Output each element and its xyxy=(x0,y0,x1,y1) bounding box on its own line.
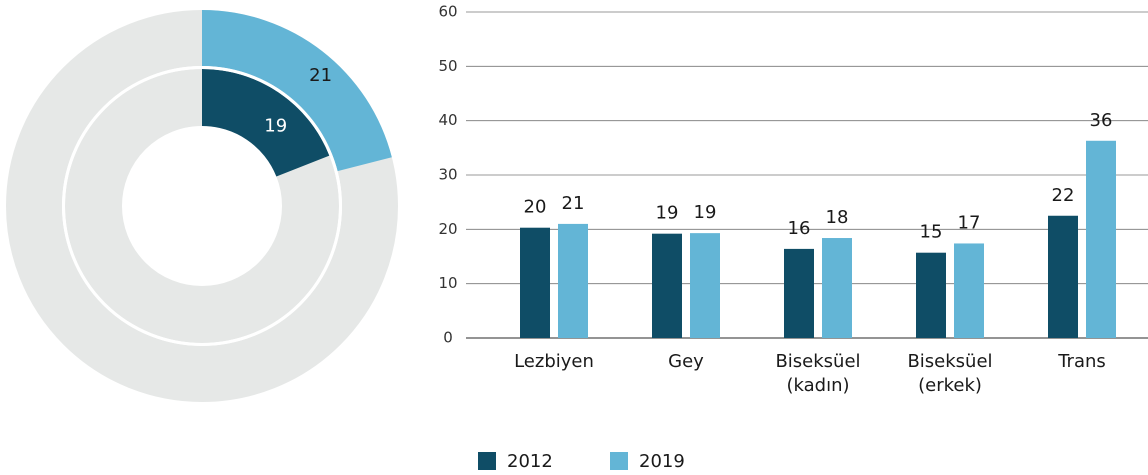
y-tick-label: 60 xyxy=(438,3,457,21)
donut-label: 19 xyxy=(264,115,287,136)
bar xyxy=(652,233,682,338)
x-tick-label: (erkek) xyxy=(918,375,982,396)
y-tick-label: 50 xyxy=(438,57,457,75)
x-tick-label: Lezbiyen xyxy=(514,351,594,372)
x-tick-label: (kadın) xyxy=(786,375,849,396)
ring-divider xyxy=(62,66,342,346)
legend-label: 2012 xyxy=(507,451,553,472)
y-tick-label: 40 xyxy=(438,111,457,129)
legend-swatch xyxy=(610,452,628,470)
x-tick-label: Biseksüel xyxy=(907,351,992,372)
bar xyxy=(784,248,814,338)
value-label: 19 xyxy=(656,203,679,224)
bar xyxy=(1048,215,1078,338)
y-tick-label: 10 xyxy=(438,274,457,292)
value-label: 20 xyxy=(524,197,547,218)
bar xyxy=(1086,140,1116,338)
y-tick-label: 30 xyxy=(438,166,457,184)
bar xyxy=(822,238,852,338)
donut-segment xyxy=(202,10,392,172)
value-label: 22 xyxy=(1052,185,1075,206)
bar xyxy=(916,252,946,338)
donut-segment xyxy=(202,69,330,177)
value-label: 16 xyxy=(788,218,811,239)
x-tick-label: Gey xyxy=(668,351,704,372)
y-tick-label: 20 xyxy=(438,220,457,238)
legend-label: 2019 xyxy=(639,451,685,472)
value-label: 17 xyxy=(958,212,981,233)
value-label: 15 xyxy=(920,222,943,243)
legend-swatch xyxy=(478,452,496,470)
value-label: 18 xyxy=(826,207,849,228)
value-label: 21 xyxy=(562,193,585,214)
bar xyxy=(954,243,984,338)
x-tick-label: Trans xyxy=(1057,351,1106,372)
y-tick-label: 0 xyxy=(443,329,453,347)
x-tick-label: Biseksüel xyxy=(775,351,860,372)
bar xyxy=(690,233,720,338)
bar xyxy=(558,223,588,338)
donut-label: 21 xyxy=(309,65,332,86)
value-label: 36 xyxy=(1090,110,1113,131)
value-label: 19 xyxy=(694,202,717,223)
bar xyxy=(520,227,550,338)
